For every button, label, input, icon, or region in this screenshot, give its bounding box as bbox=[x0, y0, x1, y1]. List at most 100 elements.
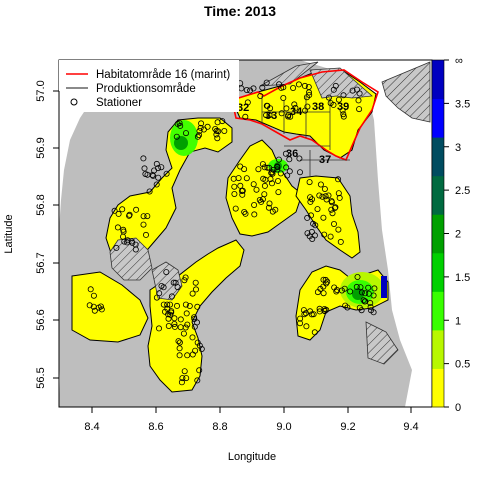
station-marker bbox=[354, 273, 361, 280]
station-marker bbox=[355, 97, 362, 104]
station-marker bbox=[170, 279, 177, 286]
station-marker bbox=[302, 310, 309, 317]
station-marker bbox=[305, 89, 312, 96]
station-marker bbox=[361, 298, 368, 305]
station-marker bbox=[328, 199, 335, 206]
area-label-36: 36 bbox=[286, 148, 298, 160]
station-marker bbox=[120, 228, 127, 235]
station-marker bbox=[328, 206, 335, 213]
station-marker bbox=[198, 120, 205, 127]
station-marker bbox=[174, 120, 181, 127]
station-marker bbox=[282, 150, 289, 157]
station-marker bbox=[267, 176, 274, 183]
colorbar-block bbox=[432, 291, 444, 331]
station-marker bbox=[340, 113, 347, 120]
station-marker bbox=[268, 180, 275, 187]
station-marker bbox=[283, 164, 290, 171]
colorbar-tick-label: 1.5 bbox=[455, 272, 470, 284]
station-marker bbox=[304, 230, 311, 237]
station-marker bbox=[173, 133, 180, 140]
station-marker bbox=[155, 174, 162, 181]
station-marker bbox=[339, 107, 346, 114]
colorbar-block bbox=[432, 137, 444, 177]
station-marker bbox=[221, 127, 228, 134]
station-marker bbox=[253, 186, 260, 193]
station-marker bbox=[331, 204, 338, 211]
station-marker bbox=[292, 104, 299, 111]
area-label-38: 38 bbox=[312, 101, 324, 113]
station-marker bbox=[231, 190, 238, 197]
station-marker bbox=[353, 86, 360, 93]
x-axis: 8.4 8.6 8.8 9.0 9.2 9.4 Longitude bbox=[84, 406, 419, 463]
station-marker bbox=[335, 176, 342, 183]
station-marker bbox=[295, 81, 302, 88]
station-marker bbox=[358, 289, 365, 296]
station-marker bbox=[191, 314, 198, 321]
station-marker bbox=[261, 164, 268, 171]
station-marker bbox=[319, 193, 326, 200]
station-marker bbox=[269, 208, 276, 215]
station-marker bbox=[213, 127, 220, 134]
station-marker bbox=[163, 170, 170, 177]
station-marker bbox=[349, 87, 356, 94]
station-marker bbox=[140, 213, 147, 220]
colorbar-tick-label: 2.5 bbox=[455, 185, 470, 197]
colorbar-tick-label: 2 bbox=[455, 229, 461, 241]
station-marker bbox=[146, 188, 153, 195]
colorbar-tick-label: 0 bbox=[455, 402, 461, 414]
station-marker bbox=[114, 224, 121, 231]
station-marker bbox=[251, 211, 258, 218]
station-marker bbox=[194, 377, 201, 384]
station-marker bbox=[268, 169, 275, 176]
station-marker bbox=[296, 155, 303, 162]
station-marker bbox=[179, 375, 186, 382]
station-marker bbox=[371, 285, 378, 292]
station-marker bbox=[265, 204, 272, 211]
station-marker bbox=[296, 169, 303, 176]
station-marker bbox=[192, 279, 199, 286]
station-marker bbox=[232, 205, 239, 212]
station-marker bbox=[195, 132, 202, 139]
station-marker bbox=[247, 87, 254, 94]
station-marker bbox=[263, 102, 270, 109]
station-marker bbox=[324, 278, 331, 285]
station-marker bbox=[176, 345, 183, 352]
station-marker bbox=[255, 166, 262, 173]
station-marker bbox=[337, 238, 344, 245]
station-marker bbox=[276, 81, 283, 88]
area-label-37: 37 bbox=[319, 154, 331, 166]
station-marker bbox=[126, 211, 133, 218]
legend-station-circle-icon bbox=[70, 98, 78, 106]
station-marker bbox=[327, 233, 334, 240]
map-plot-area: 32 33 34 38 39 36 37 bbox=[59, 60, 432, 407]
station-marker bbox=[165, 322, 172, 329]
station-marker bbox=[275, 189, 282, 196]
station-marker bbox=[367, 303, 374, 310]
colorbar-block bbox=[432, 252, 444, 292]
colorbar-tick-label: ∞ bbox=[455, 55, 463, 67]
station-marker bbox=[335, 96, 342, 103]
station-marker bbox=[353, 283, 360, 290]
station-marker bbox=[237, 182, 244, 189]
y-tick-label: 56.8 bbox=[35, 194, 47, 215]
y-axis: 56.5 56.6 56.7 56.8 56.9 57.0 Latitude bbox=[3, 80, 60, 389]
station-marker bbox=[198, 345, 205, 352]
station-marker bbox=[176, 352, 183, 359]
colorbar-block bbox=[432, 214, 444, 254]
x-tick-label: 9.0 bbox=[276, 421, 291, 433]
station-marker bbox=[153, 181, 160, 188]
x-axis-title: Longitude bbox=[228, 451, 276, 463]
colorbar-block bbox=[432, 98, 444, 138]
station-marker bbox=[164, 301, 171, 308]
station-marker bbox=[86, 302, 93, 309]
station-marker bbox=[257, 93, 264, 100]
station-marker bbox=[191, 323, 198, 330]
station-marker bbox=[335, 226, 342, 233]
station-marker bbox=[322, 193, 329, 200]
station-marker bbox=[356, 106, 363, 113]
station-marker bbox=[330, 220, 337, 227]
station-marker bbox=[370, 309, 377, 316]
station-marker bbox=[340, 92, 347, 99]
station-marker bbox=[310, 311, 317, 318]
colorbar-tick-label: 0.5 bbox=[455, 359, 470, 371]
